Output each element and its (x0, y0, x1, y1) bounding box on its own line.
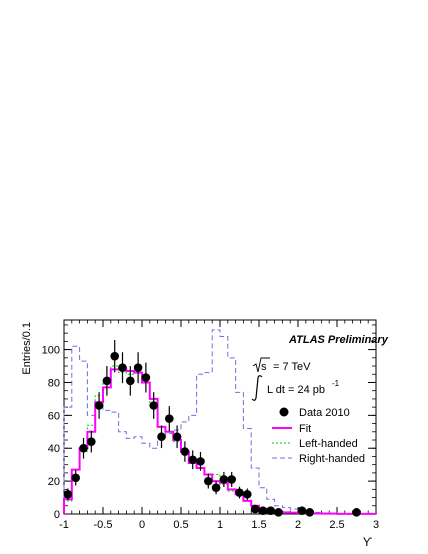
data-point (235, 488, 244, 497)
data-point (63, 489, 73, 499)
data-point (196, 457, 205, 466)
energy-label: s = 7 TeV (252, 357, 311, 373)
integral-symbol (251, 375, 263, 401)
energy-value: = 7 TeV (273, 361, 311, 373)
data-point (149, 401, 158, 410)
energy-sqrt-arg: s (261, 361, 267, 373)
data-point (87, 437, 96, 446)
y-tick-label: 100 (42, 345, 60, 357)
x-tick-label: 2.5 (329, 519, 344, 531)
data-point (126, 376, 135, 386)
y-tick-labels: 0 20 40 60 80 100 (42, 345, 60, 521)
legend-fit-label: Fit (299, 423, 311, 435)
legend-data-marker (279, 407, 289, 417)
data-point (133, 363, 143, 372)
y-tick-label: 0 (54, 509, 60, 521)
legend-right-label: Right-handed (299, 453, 365, 465)
x-tick-label: 2 (295, 519, 301, 531)
data-point (110, 351, 119, 361)
data-point (227, 475, 236, 484)
data-point (219, 475, 229, 484)
data-point (297, 506, 307, 516)
x-tick-label: 0.5 (173, 519, 188, 531)
x-tick-label: -0.5 (94, 519, 113, 531)
data-point (204, 476, 213, 486)
y-tick-label: 40 (48, 443, 60, 455)
x-tick-label: 3 (373, 519, 379, 531)
legend-left-label: Left-handed (299, 438, 358, 450)
y-tick-label: 20 (48, 476, 60, 488)
x-tick-label: 1 (217, 519, 223, 531)
data-point (180, 447, 190, 456)
data-point (258, 506, 268, 516)
x-axis-title: ϒ (363, 535, 373, 549)
data-point (79, 443, 88, 453)
sqrt-symbol (252, 357, 270, 373)
y-tick-label: 80 (48, 377, 60, 389)
data-point (266, 506, 276, 516)
data-point (71, 473, 80, 483)
data-point (94, 401, 104, 410)
data-point (172, 432, 182, 442)
atlas-label: ATLAS Preliminary (288, 334, 389, 346)
data-point (305, 508, 315, 517)
x-tick-label: -1 (59, 519, 69, 531)
data-point (352, 508, 361, 517)
luminosity-label: L dt = 24 pb -1 (251, 375, 340, 401)
data-point (243, 489, 252, 499)
y-axis-title: Entries/0.1 (21, 322, 33, 375)
x-tick-label: 1.5 (251, 519, 266, 531)
data-point (157, 432, 166, 442)
data-point (250, 504, 260, 514)
legend-data-label: Data 2010 (299, 407, 350, 419)
x-tick-label: 0 (139, 519, 145, 531)
x-tick-labels: -1 -0.5 0 0.5 1 1.5 2 2.5 3 (59, 519, 379, 531)
lumi-exponent: -1 (332, 379, 340, 388)
histogram-right-handed (63, 329, 377, 515)
data-points (63, 340, 361, 517)
y-tick-label: 60 (48, 410, 60, 422)
data-point (274, 508, 283, 517)
data-point (211, 483, 221, 492)
data-point (118, 363, 127, 372)
data-point (165, 414, 174, 423)
lumi-text: L dt = 24 pb (267, 384, 325, 396)
legend: Data 2010 Fit Left-handed Right-handed (272, 407, 365, 465)
data-point (141, 373, 151, 382)
data-point (188, 455, 197, 465)
data-point (102, 376, 112, 386)
